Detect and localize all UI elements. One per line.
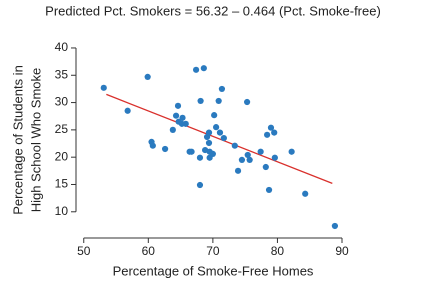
point <box>302 190 309 197</box>
point <box>209 150 216 158</box>
point <box>218 85 226 93</box>
point <box>234 167 242 174</box>
point <box>182 120 189 127</box>
point <box>264 131 271 138</box>
point <box>205 139 213 147</box>
point <box>265 186 273 194</box>
point <box>331 222 338 230</box>
y-axis-label: High School Who Smoke <box>28 68 43 213</box>
y-tick-label: 40 <box>55 40 69 54</box>
point <box>211 112 218 119</box>
y-tick-label: 20 <box>55 149 69 163</box>
point <box>169 126 176 133</box>
fit-line <box>106 93 333 184</box>
point <box>231 142 238 149</box>
point <box>238 156 246 164</box>
point <box>179 114 186 121</box>
y-tick-label: 15 <box>55 177 69 191</box>
point <box>196 154 204 161</box>
point <box>271 129 278 136</box>
point <box>243 98 251 106</box>
point <box>188 148 195 155</box>
x-tick-label: 60 <box>142 244 156 258</box>
point <box>288 148 295 155</box>
point <box>244 151 251 159</box>
point <box>192 66 200 73</box>
y-tick-label: 35 <box>55 67 69 81</box>
point <box>271 154 278 161</box>
y-tick-label: 10 <box>55 204 69 218</box>
y-tick-label: 25 <box>55 122 69 136</box>
point <box>246 156 253 164</box>
chart-title: Predicted Pct. Smokers = 56.32 – 0.464 (… <box>45 3 381 18</box>
point <box>262 163 269 171</box>
point <box>213 124 220 131</box>
point <box>161 145 169 153</box>
point <box>174 102 182 109</box>
point <box>205 129 213 136</box>
point <box>124 107 131 114</box>
x-tick-label: 70 <box>206 244 220 258</box>
x-tick-label: 50 <box>77 244 91 258</box>
point <box>196 181 204 189</box>
point <box>172 112 180 119</box>
x-tick-label: 90 <box>335 244 349 258</box>
x-tick-label: 80 <box>271 244 285 258</box>
point <box>144 73 151 81</box>
point <box>100 84 107 91</box>
point <box>267 124 275 131</box>
point <box>216 129 224 136</box>
point <box>200 65 207 72</box>
point <box>149 142 156 149</box>
y-tick-label: 30 <box>55 95 69 109</box>
y-axis-label: Percentage of Students in <box>10 65 25 215</box>
x-axis-label: Percentage of Smoke-Free Homes <box>113 263 314 278</box>
point <box>197 97 204 105</box>
point <box>215 97 222 105</box>
point <box>257 148 264 155</box>
point <box>220 134 227 142</box>
